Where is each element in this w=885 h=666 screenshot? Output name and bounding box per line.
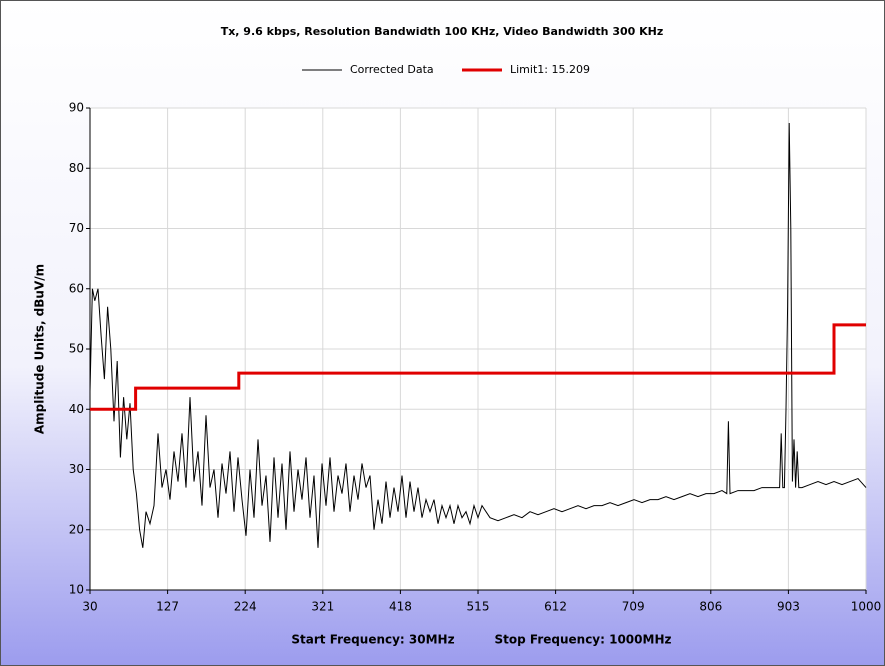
y-tick-label: 40 bbox=[69, 402, 84, 416]
data-line bbox=[89, 123, 867, 548]
footer-text: Start Frequency: 30MHz bbox=[291, 633, 454, 647]
y-tick-label: 30 bbox=[69, 462, 84, 476]
footer-text: Stop Frequency: 1000MHz bbox=[495, 633, 672, 647]
y-tick-label: 10 bbox=[69, 583, 84, 597]
x-tick-label: 127 bbox=[156, 600, 179, 614]
x-tick-label: 515 bbox=[467, 600, 490, 614]
legend-label: Corrected Data bbox=[350, 63, 434, 76]
y-tick-label: 70 bbox=[69, 221, 84, 235]
x-tick-label: 903 bbox=[777, 600, 800, 614]
y-tick-label: 60 bbox=[69, 281, 84, 295]
y-axis-label: Amplitude Units, dBuV/m bbox=[33, 264, 47, 434]
x-tick-label: 612 bbox=[544, 600, 567, 614]
x-tick-label: 224 bbox=[234, 600, 257, 614]
x-tick-label: 1000 bbox=[851, 600, 882, 614]
data-line bbox=[90, 323, 866, 411]
x-tick-label: 709 bbox=[622, 600, 645, 614]
y-tick-label: 80 bbox=[69, 161, 84, 175]
y-tick-label: 20 bbox=[69, 522, 84, 536]
x-tick-label: 418 bbox=[389, 600, 412, 614]
x-tick-label: 321 bbox=[311, 600, 334, 614]
x-tick-label: 30 bbox=[82, 600, 97, 614]
x-tick-label: 806 bbox=[699, 600, 722, 614]
y-tick-label: 50 bbox=[69, 342, 84, 356]
legend-label: Limit1: 15.209 bbox=[510, 63, 590, 76]
chart-title: Tx, 9.6 kbps, Resolution Bandwidth 100 K… bbox=[221, 25, 664, 38]
y-tick-label: 90 bbox=[69, 101, 84, 115]
